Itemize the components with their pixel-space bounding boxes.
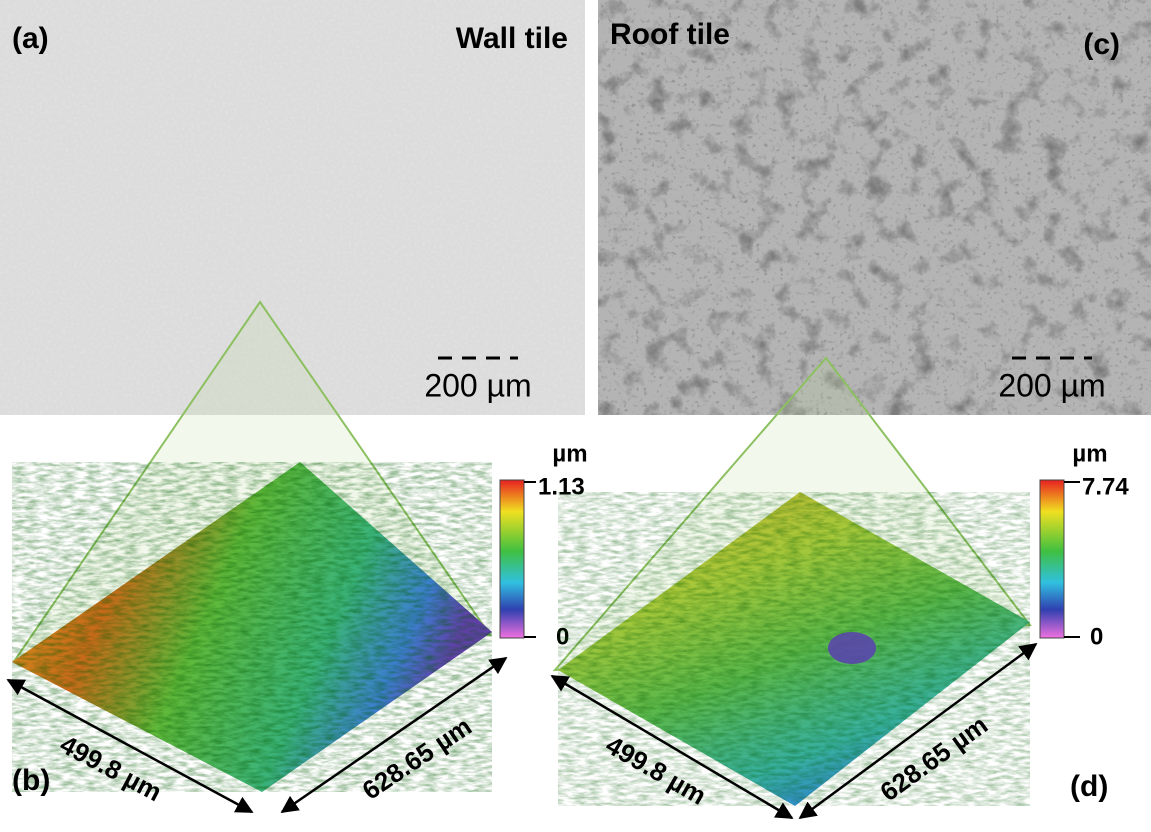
panel-c: Roof tile (c) 200 µm xyxy=(598,0,1151,415)
panel-title: Roof tile xyxy=(610,18,730,51)
colorbar-unit: µm xyxy=(552,440,587,467)
colorbar-min: 0 xyxy=(1090,623,1103,650)
colorbar xyxy=(1040,480,1064,638)
surface-pit xyxy=(828,632,876,664)
panel-title: Wall tile xyxy=(456,22,568,55)
colorbar-min: 0 xyxy=(556,623,569,650)
panel-label: (a) xyxy=(12,22,49,55)
colorbar-max: 7.74 xyxy=(1082,473,1129,500)
surface-b: 499.8 µm 628.65 µm (b) µm 1.13 0 xyxy=(8,440,588,812)
scale-bar-label: 200 µm xyxy=(998,367,1105,403)
panel-label: (c) xyxy=(1083,28,1120,61)
dimension-label: 628.65 µm xyxy=(357,711,477,806)
scale-bar-label: 200 µm xyxy=(424,367,531,403)
colorbar-max: 1.13 xyxy=(538,473,585,500)
panel-label: (b) xyxy=(12,764,50,797)
dimension-label: 499.8 µm xyxy=(55,729,167,807)
colorbar xyxy=(500,480,524,638)
micrograph-texture xyxy=(598,0,1151,415)
colorbar-unit: µm xyxy=(1072,440,1107,467)
panel-label: (d) xyxy=(1070,770,1108,803)
figure: (a) Wall tile 200 µm Roof tile (c) 200 µ… xyxy=(0,0,1151,827)
